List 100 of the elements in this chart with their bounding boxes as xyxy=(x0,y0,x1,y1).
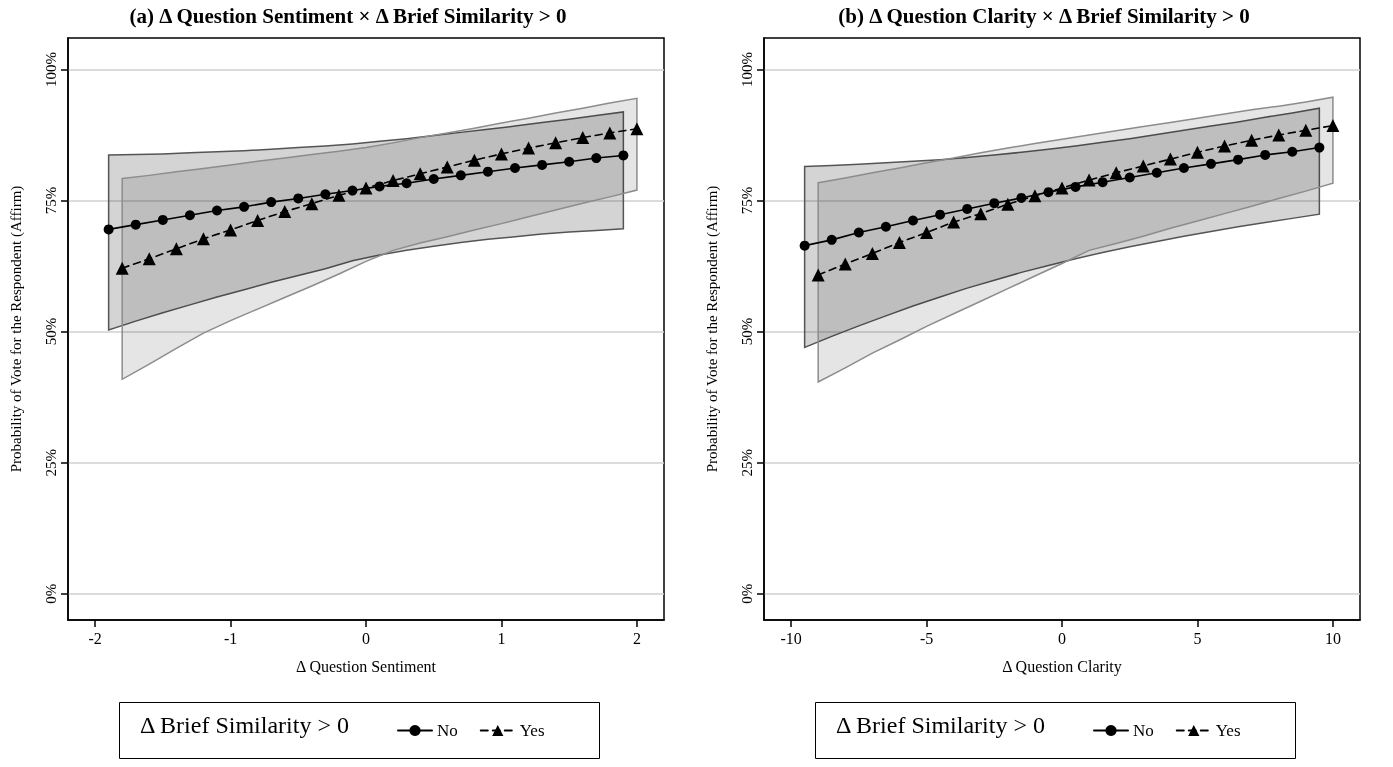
point xyxy=(935,209,946,220)
x-tick-label: 2 xyxy=(632,629,641,647)
point xyxy=(103,224,114,235)
point xyxy=(278,205,292,219)
point xyxy=(510,163,520,174)
point xyxy=(359,181,373,195)
point xyxy=(908,215,918,226)
point xyxy=(212,205,222,216)
point xyxy=(1299,123,1313,137)
legend-label: Yes xyxy=(1215,721,1241,740)
point xyxy=(157,214,168,225)
point xyxy=(305,197,319,211)
point xyxy=(522,141,536,155)
point xyxy=(428,174,439,185)
point xyxy=(630,122,644,136)
point xyxy=(564,156,575,167)
y-tick-label: 0% xyxy=(738,583,755,604)
point xyxy=(974,207,988,221)
point xyxy=(1260,149,1271,160)
x-tick-label: -10 xyxy=(780,629,802,647)
y-axis-title: Probability of Vote for the Respondent (Affirm) xyxy=(7,185,25,473)
point xyxy=(224,223,238,237)
point xyxy=(413,167,427,181)
point xyxy=(1163,152,1177,166)
point xyxy=(142,252,156,266)
point xyxy=(332,188,346,202)
legend-label: No xyxy=(1133,721,1154,740)
x-tick-label: 1 xyxy=(497,629,506,647)
point xyxy=(920,226,934,240)
point xyxy=(320,189,331,200)
point xyxy=(1028,189,1042,203)
point xyxy=(482,166,493,177)
point xyxy=(239,201,250,212)
x-tick-label: 0 xyxy=(362,629,370,647)
y-tick-label: 50% xyxy=(42,317,59,346)
point xyxy=(347,185,358,196)
point xyxy=(1206,158,1216,169)
y-axis-title: Probability of Vote for the Respondent (Affirm) xyxy=(703,185,721,473)
legend-title: Δ Brief Similarity > 0 xyxy=(140,712,349,738)
point xyxy=(1070,181,1081,192)
point xyxy=(1245,133,1259,147)
point xyxy=(169,242,183,256)
point xyxy=(1109,166,1123,180)
point xyxy=(811,268,825,282)
point xyxy=(266,197,277,208)
x-tick-label: -5 xyxy=(919,629,934,647)
point xyxy=(537,159,548,170)
point xyxy=(440,160,454,174)
point xyxy=(838,257,852,271)
point xyxy=(494,147,508,161)
x-tick-label: 5 xyxy=(1193,629,1202,647)
point xyxy=(374,181,385,192)
point xyxy=(549,136,563,150)
point xyxy=(467,153,481,167)
y-tick-label: 100% xyxy=(738,51,755,87)
point xyxy=(1326,119,1340,133)
y-tick-label: 100% xyxy=(42,51,59,87)
point xyxy=(1233,154,1244,165)
point xyxy=(1097,177,1108,188)
legend-title: Δ Brief Similarity > 0 xyxy=(836,712,1045,738)
point xyxy=(130,219,141,230)
legend-label: Yes xyxy=(519,721,545,740)
point xyxy=(1287,146,1298,157)
point xyxy=(603,126,617,140)
point xyxy=(1124,172,1135,183)
x-tick-label: 0 xyxy=(1058,629,1066,647)
point xyxy=(1151,167,1162,178)
legend-label: No xyxy=(437,721,458,740)
point xyxy=(1082,173,1096,187)
point xyxy=(576,131,590,145)
point xyxy=(880,221,891,232)
y-tick-label: 75% xyxy=(42,186,59,215)
point xyxy=(1218,139,1232,153)
x-tick-label: -2 xyxy=(88,629,102,647)
y-tick-label: 50% xyxy=(738,317,755,346)
point xyxy=(947,215,961,229)
y-tick-label: 25% xyxy=(738,448,755,477)
point xyxy=(892,235,906,249)
y-tick-label: 0% xyxy=(42,583,59,604)
point xyxy=(1001,197,1015,211)
point xyxy=(1136,159,1150,173)
x-tick-label: 10 xyxy=(1324,629,1341,647)
point xyxy=(401,178,412,189)
point xyxy=(962,203,973,214)
point xyxy=(865,247,879,260)
point xyxy=(251,213,265,227)
x-axis-title: Δ Question Clarity xyxy=(1002,657,1122,676)
y-tick-label: 25% xyxy=(42,448,59,477)
point xyxy=(853,227,864,238)
point xyxy=(184,210,195,221)
point xyxy=(1272,128,1286,142)
point xyxy=(826,234,837,245)
chart-title: (a) Δ Question Sentiment × Δ Brief Similarity > 0 xyxy=(129,3,567,28)
point xyxy=(989,198,1000,209)
point xyxy=(1178,163,1189,174)
y-tick-label: 75% xyxy=(738,186,755,215)
point xyxy=(455,170,466,181)
x-tick-label: -1 xyxy=(223,629,238,647)
point xyxy=(618,150,629,161)
point xyxy=(386,174,400,188)
